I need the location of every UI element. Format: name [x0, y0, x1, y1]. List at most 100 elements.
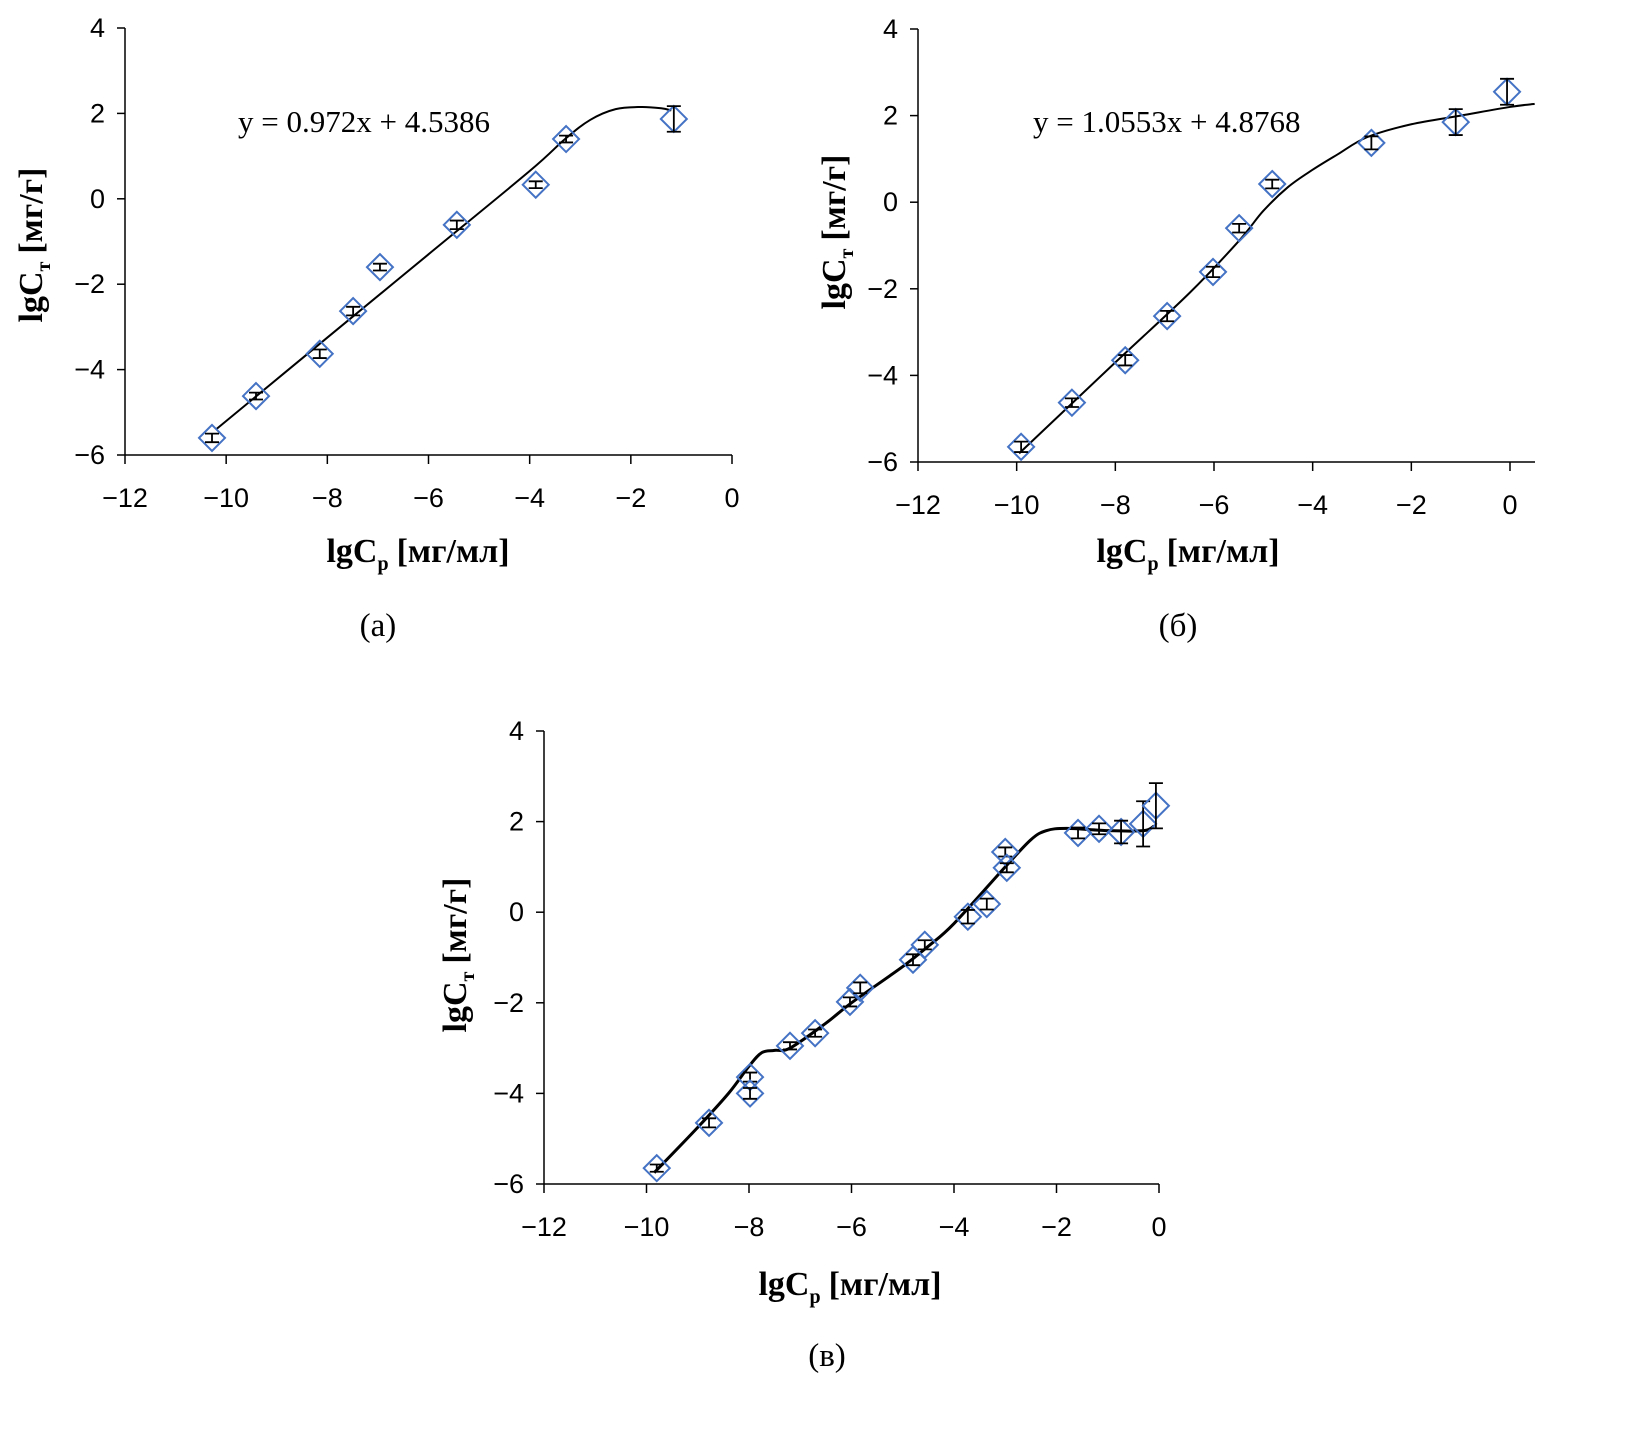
data-point [1057, 388, 1087, 418]
error-bar [1232, 222, 1247, 234]
data-point [845, 973, 875, 1003]
x-axis-title-main: lgC [758, 1266, 809, 1303]
x-axis-title: lgCр [мг/мл] [1096, 533, 1279, 575]
panel-caption: (а) [360, 608, 397, 644]
x-tick-label: −10 [624, 1212, 670, 1242]
x-axis-title-unit: [мг/мл] [1167, 533, 1280, 570]
x-axis-title: lgCр [мг/мл] [758, 1266, 941, 1308]
fit-curve [653, 824, 1155, 1174]
data-point [1084, 814, 1114, 844]
error-bar [853, 981, 868, 995]
y-tick-label: 0 [509, 897, 524, 927]
x-tick-label: −8 [1100, 490, 1131, 520]
error-bar [1064, 397, 1079, 408]
error-bar [1071, 826, 1086, 840]
y-tick-label: −2 [493, 988, 524, 1018]
regression-equation: y = 0.972x + 4.5386 [238, 104, 490, 139]
data-point [953, 902, 983, 932]
x-tick-label: −10 [203, 483, 249, 513]
error-bar [1114, 819, 1129, 845]
error-bar [1448, 108, 1463, 136]
y-tick-label: 0 [90, 184, 105, 214]
error-bar [743, 1087, 758, 1100]
error-bar [312, 348, 327, 359]
y-axis-title: lgCт [мг/г] [13, 168, 55, 323]
error-bar [702, 1117, 717, 1129]
y-tick-label: 2 [509, 807, 524, 837]
data-point [442, 210, 472, 240]
error-bar [1206, 265, 1221, 279]
data-point [1257, 169, 1287, 199]
x-tick-label: −2 [1041, 1212, 1072, 1242]
data-point [1106, 817, 1136, 847]
data-point [1224, 213, 1254, 243]
y-tick-label: 4 [883, 14, 898, 44]
y-axis-title-sub: т [457, 971, 479, 981]
chart-0: −6 −4 −2 0 2 4 −12 −10 −8 −6 −4 −2 0 y = 0.972x + 4.5… [13, 13, 740, 644]
y-axis-title-unit: [мг/г] [437, 878, 474, 964]
x-tick-label: −8 [734, 1212, 765, 1242]
data-point [338, 296, 368, 326]
x-axis-title-unit: [мг/мл] [397, 533, 510, 570]
x-tick-label: −4 [1297, 490, 1328, 520]
y-axis-title-main: lgC [13, 271, 50, 322]
x-tick-label: −2 [1396, 490, 1427, 520]
error-bar [205, 432, 220, 444]
error-bar [1014, 440, 1029, 453]
x-tick-label: −4 [939, 1212, 970, 1242]
error-bar [1092, 822, 1107, 836]
error-bar [960, 909, 975, 925]
x-tick-label: −4 [514, 483, 545, 513]
data-point [775, 1031, 805, 1061]
x-axis-title-main: lgC [1096, 533, 1147, 570]
y-axis-title-unit: [мг/г] [13, 168, 50, 254]
error-bar [249, 391, 264, 401]
x-tick-label: −12 [102, 483, 148, 513]
data-point [1152, 301, 1182, 331]
x-axis-title-unit: [мг/мл] [829, 1266, 942, 1303]
data-point [972, 889, 1002, 919]
y-tick-label: −4 [74, 355, 105, 385]
data-point [1356, 128, 1386, 158]
data-point [694, 1108, 724, 1138]
error-bar [783, 1041, 797, 1051]
error-bar [449, 219, 464, 231]
error-bar [917, 939, 932, 951]
error-bar [808, 1028, 823, 1038]
panel-caption: (в) [808, 1338, 846, 1374]
error-bar [346, 305, 361, 317]
y-tick-label: −2 [867, 274, 898, 304]
x-tick-label: −6 [413, 483, 444, 513]
data-point [365, 252, 395, 282]
data-point [551, 124, 581, 154]
data-point [305, 339, 335, 369]
error-bar [528, 180, 543, 190]
error-bar [372, 262, 387, 272]
x-tick-label: 0 [724, 483, 739, 513]
y-tick-label: 0 [883, 187, 898, 217]
error-bar [1364, 135, 1379, 151]
data-point [197, 423, 227, 453]
y-tick-label: 2 [90, 98, 105, 128]
error-bar [1118, 354, 1133, 367]
error-bar [842, 996, 857, 1008]
error-bar [1160, 309, 1175, 323]
chart-1: −6 −4 −2 0 2 4 −12 −10 −8 −6 −4 −2 0 y = 1.0553x + 4.… [816, 14, 1535, 644]
data-point [241, 381, 271, 411]
error-bar [1265, 178, 1280, 190]
y-tick-label: 4 [509, 716, 524, 746]
error-bar [649, 1163, 664, 1173]
x-axis-title-sub: р [1147, 553, 1158, 575]
data-point [990, 837, 1020, 867]
x-axis-title-sub: р [377, 553, 388, 575]
y-tick-label: −6 [867, 447, 898, 477]
y-axis-title-main: lgC [816, 258, 853, 309]
error-bar [666, 105, 681, 133]
y-axis-title-sub: т [836, 248, 858, 258]
y-axis-title: lgCт [мг/г] [816, 155, 858, 310]
x-tick-label: −2 [615, 483, 646, 513]
fit-curve [1018, 102, 1535, 455]
data-point [1198, 257, 1228, 287]
